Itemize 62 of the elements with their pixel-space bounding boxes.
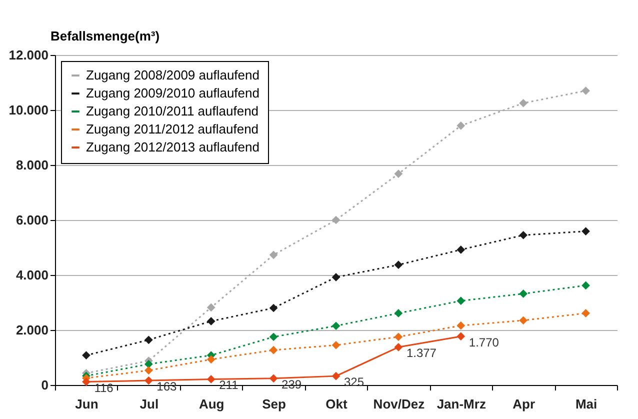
point bbox=[144, 360, 153, 368]
point bbox=[582, 309, 590, 318]
point bbox=[456, 121, 466, 130]
point bbox=[269, 346, 278, 354]
y-tick-label: 8.000 bbox=[16, 158, 48, 172]
point bbox=[269, 332, 278, 342]
point bbox=[144, 376, 153, 385]
y-tick-label: 12.000 bbox=[8, 48, 48, 62]
point bbox=[206, 355, 216, 364]
x-tick-label: Jun bbox=[75, 396, 98, 412]
legend-label: Zugang 2008/2009 auflaufend bbox=[86, 68, 260, 82]
point bbox=[269, 304, 278, 312]
y-tick-label: 6.000 bbox=[16, 212, 48, 228]
point bbox=[519, 98, 528, 108]
point bbox=[332, 216, 340, 224]
x-tick-label: Okt bbox=[326, 396, 348, 412]
point bbox=[456, 332, 466, 341]
point bbox=[206, 303, 216, 312]
point bbox=[332, 340, 340, 350]
y-tick-label: 0 bbox=[41, 378, 48, 392]
x-tick-label: Jul bbox=[140, 396, 159, 412]
point bbox=[332, 372, 340, 380]
x-tick-label: Jan-Mrz bbox=[436, 396, 486, 412]
point bbox=[394, 309, 403, 318]
point bbox=[269, 250, 278, 260]
point bbox=[394, 260, 403, 270]
point bbox=[394, 342, 403, 352]
y-axis-title: Befallsmenge(m³) bbox=[50, 28, 160, 44]
point bbox=[82, 378, 90, 386]
legend-label: Zugang 2011/2012 auflaufend bbox=[86, 122, 259, 136]
y-tick-label: 4.000 bbox=[16, 268, 48, 282]
point bbox=[144, 336, 153, 344]
point bbox=[456, 321, 466, 330]
data-label: 1.770 bbox=[468, 335, 500, 350]
x-tick-label: Sep bbox=[262, 396, 286, 412]
legend-label: Zugang 2012/2013 auflaufend bbox=[86, 140, 260, 154]
legend-label: Zugang 2009/2010 auflaufend bbox=[86, 86, 260, 100]
point bbox=[206, 375, 216, 384]
point bbox=[582, 281, 590, 290]
x-tick-label: Mai bbox=[575, 396, 598, 412]
point bbox=[269, 374, 278, 383]
point bbox=[332, 322, 340, 330]
data-label: 1.377 bbox=[406, 346, 437, 360]
point bbox=[144, 366, 153, 375]
y-tick-label: 2.000 bbox=[16, 322, 48, 338]
point bbox=[394, 170, 403, 178]
legend-label: Zugang 2010/2011 auflaufend bbox=[86, 104, 259, 118]
point bbox=[332, 273, 340, 282]
x-tick-label: Aug bbox=[198, 396, 224, 412]
point bbox=[456, 296, 466, 306]
point bbox=[582, 86, 590, 95]
point bbox=[206, 317, 216, 326]
x-tick-label: Apr bbox=[512, 396, 536, 412]
y-tick-label: 10.000 bbox=[8, 102, 48, 118]
point bbox=[456, 246, 466, 254]
point bbox=[519, 316, 528, 325]
point bbox=[519, 230, 528, 240]
point bbox=[582, 227, 590, 236]
point bbox=[82, 351, 90, 360]
x-tick-label: Nov/Dez bbox=[373, 396, 426, 412]
point bbox=[394, 332, 403, 342]
point bbox=[519, 290, 528, 298]
